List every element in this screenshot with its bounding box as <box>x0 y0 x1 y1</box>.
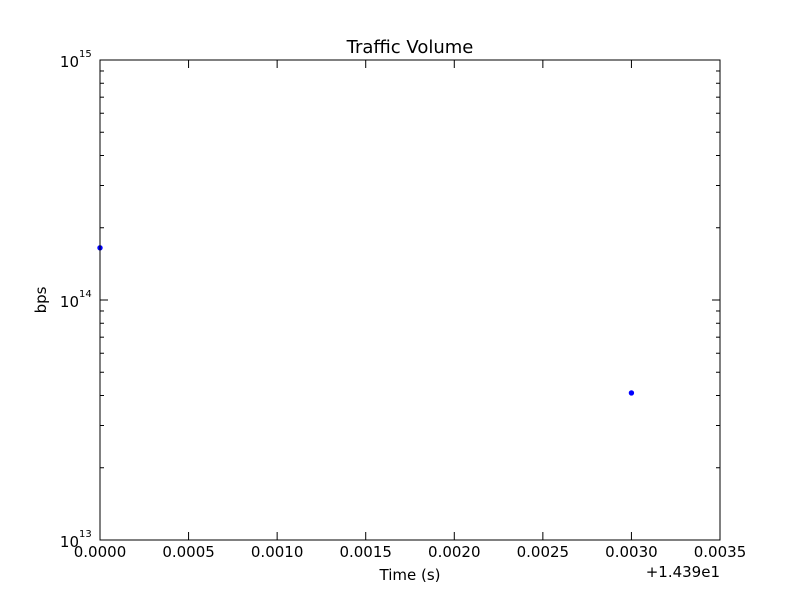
chart-title: Traffic Volume <box>346 37 474 58</box>
x-tick-label: 0.0035 <box>694 543 747 561</box>
y-tick-exponent: 13 <box>79 529 92 540</box>
y-tick-exponent: 15 <box>79 49 92 60</box>
data-point <box>628 390 635 396</box>
x-tick-label: 0.0025 <box>517 543 570 561</box>
x-tick-label: 0.0020 <box>428 543 481 561</box>
x-tick-label: 0.0010 <box>251 543 304 561</box>
y-tick-label: 10 <box>60 533 79 551</box>
y-tick-label: 10 <box>60 293 79 311</box>
plot-marks <box>97 245 635 396</box>
x-tick-label: 0.0000 <box>74 543 127 561</box>
y-tick-exponent: 14 <box>79 289 92 300</box>
x-tick-label: 0.0030 <box>605 543 658 561</box>
plot-frame <box>99 59 721 541</box>
x-axis-label: Time (s) <box>379 566 441 584</box>
y-axis-label: bps <box>32 286 50 313</box>
y-tick-label: 10 <box>60 53 79 71</box>
x-tick-label: 0.0015 <box>339 543 392 561</box>
x-ticks: 0.0000 0.0005 0.0010 0.0015 0.0020 0.0025 0.00… <box>74 60 747 561</box>
x-offset-label: +1.439e1 <box>646 563 720 581</box>
x-tick-label: 0.0005 <box>162 543 215 561</box>
